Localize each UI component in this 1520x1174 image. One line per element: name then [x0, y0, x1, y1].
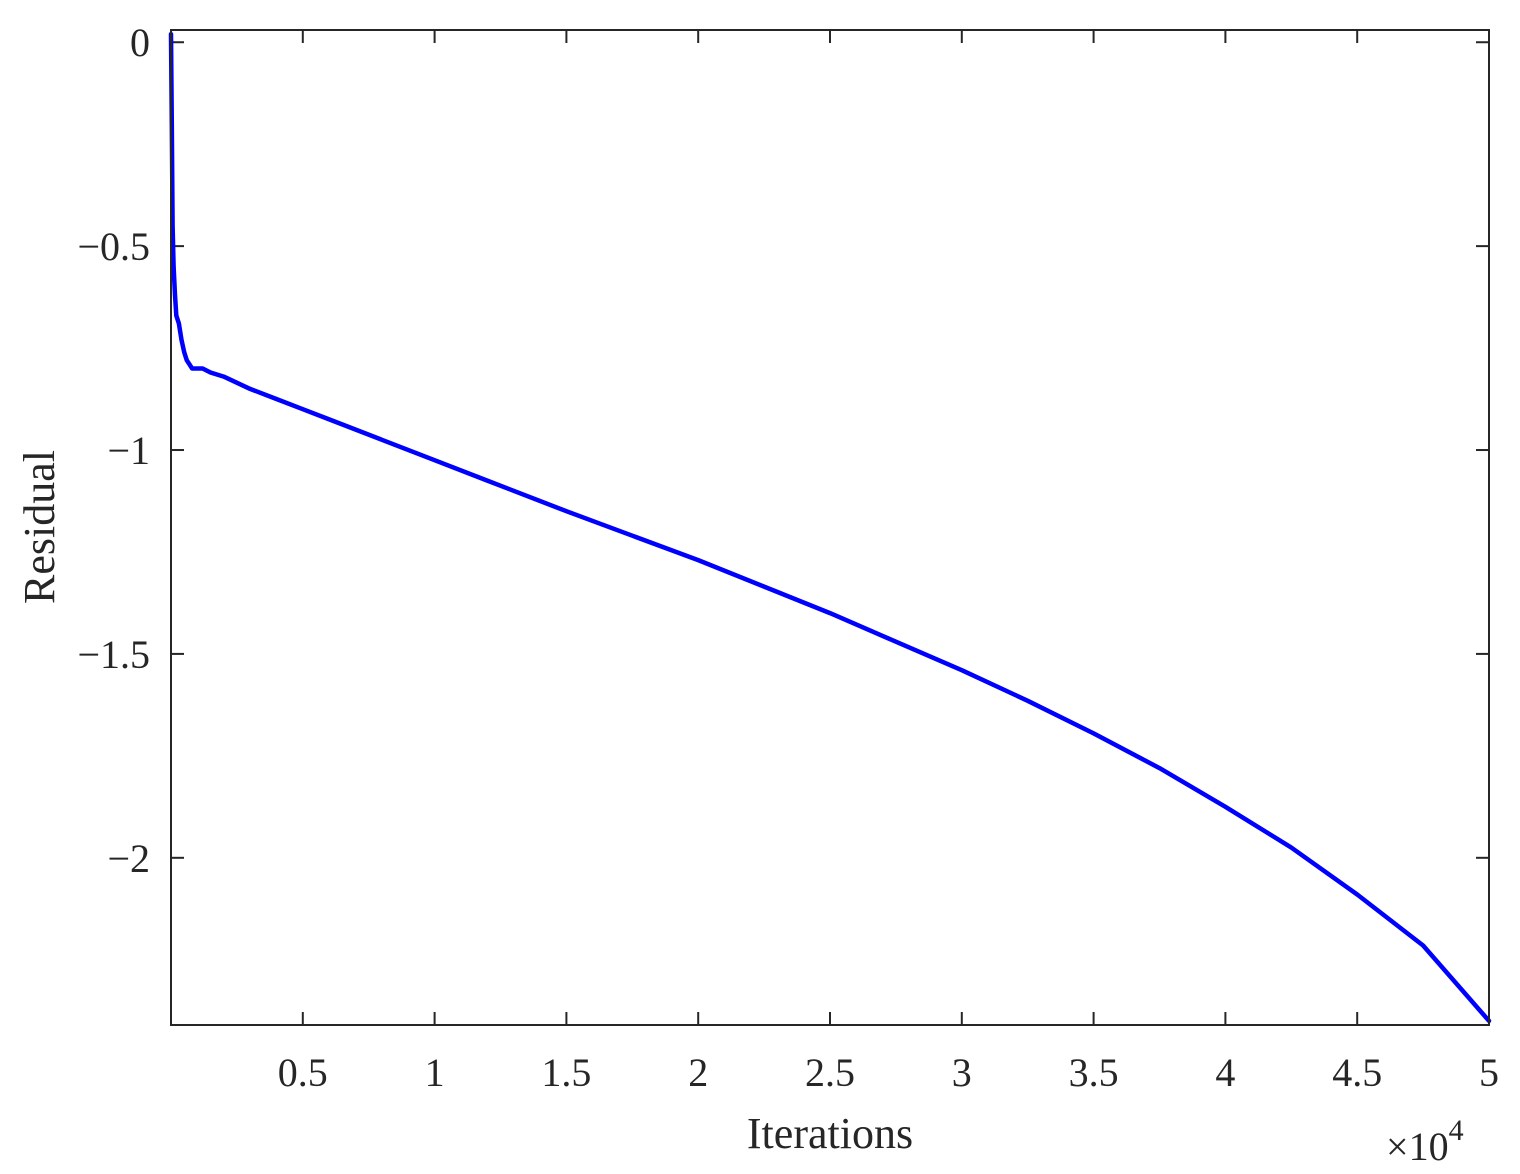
y-tick-label: −0.5	[77, 224, 150, 269]
axes-box	[170, 29, 1490, 1026]
x-multiplier-base: 10	[1409, 1124, 1449, 1169]
labels-layer: 0.5 1 1.5 2 2.5 3 3.5 4 4.5 5 0 −0.5 −1 −1.5 −2	[77, 20, 1499, 1095]
x-axis-title: Iterations	[747, 1109, 913, 1158]
x-tick-label: 1	[425, 1050, 445, 1095]
y-tick-label: −1.5	[77, 632, 150, 677]
x-multiplier-exponent: 4	[1449, 1114, 1464, 1147]
plot-area	[171, 30, 1489, 1025]
x-tick-label: 3	[952, 1050, 972, 1095]
series-layer	[168, 31, 1492, 1024]
ticks-layer	[171, 30, 1490, 1025]
x-tick-label: 3.5	[1069, 1050, 1119, 1095]
x-tick-label: 4.5	[1332, 1050, 1382, 1095]
y-tick-label: −1	[107, 428, 150, 473]
x-axis-multiplier: ×104	[1386, 1114, 1464, 1169]
series-line	[168, 31, 1492, 1024]
y-tick-label: 0	[130, 20, 150, 65]
x-tick-label: 2	[688, 1050, 708, 1095]
x-tick-label: 0.5	[278, 1050, 328, 1095]
y-axis-title: Residual	[15, 450, 64, 604]
x-tick-label: 1.5	[541, 1050, 591, 1095]
x-tick-label: 4	[1215, 1050, 1235, 1095]
y-tick-label: −2	[107, 836, 150, 881]
x-tick-label: 5	[1479, 1050, 1499, 1095]
x-tick-label: 2.5	[805, 1050, 855, 1095]
